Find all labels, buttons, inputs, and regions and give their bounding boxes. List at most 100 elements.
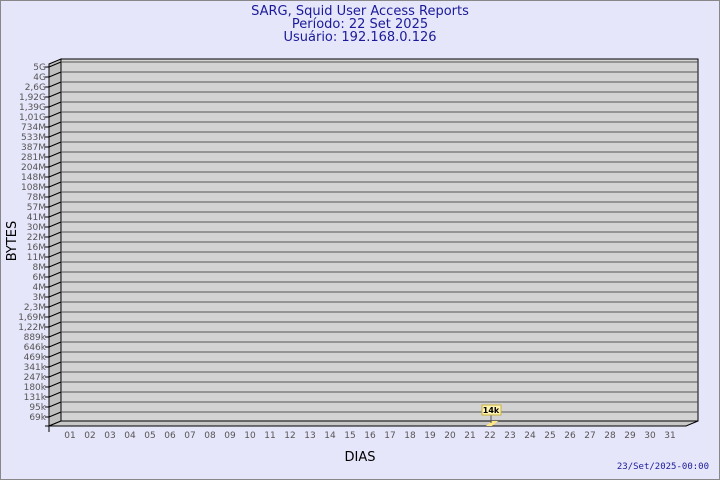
y-tick-label: 387M: [21, 143, 46, 153]
gridline-side: [48, 211, 62, 218]
x-tick-label: 25: [544, 431, 555, 441]
y-axis-label: BYTES: [5, 221, 20, 262]
gridline-side: [48, 371, 62, 378]
y-tick-label: 148M: [21, 173, 46, 183]
y-tick-label: 78M: [27, 193, 46, 203]
y-tick-label: 16M: [27, 243, 46, 253]
x-tick-label: 11: [264, 431, 275, 441]
gridline-side: [48, 141, 62, 148]
gridline-side: [48, 231, 62, 238]
gridline-side: [48, 271, 62, 278]
y-tick-label: 341k: [24, 363, 47, 373]
x-tick-label: 23: [504, 431, 515, 441]
floor: [48, 420, 699, 427]
y-tick-label: 1,92G: [19, 93, 46, 103]
gridline-side: [48, 351, 62, 358]
gridline-side: [48, 241, 62, 248]
y-tick-label: 734M: [21, 123, 46, 133]
y-tick-label: 22M: [27, 233, 46, 243]
gridline-side: [48, 91, 62, 98]
x-tick-label: 29: [624, 431, 636, 441]
y-tick-label: 1,22M: [18, 323, 46, 333]
gridline-side: [48, 391, 62, 398]
y-tick-label: 4M: [33, 283, 47, 293]
y-tick-label: 204M: [21, 163, 46, 173]
bar-label-box: [481, 404, 502, 416]
x-tick-label: 01: [64, 431, 75, 441]
y-tick-label: 108M: [21, 183, 46, 193]
gridline-side: [48, 361, 62, 368]
bar: [486, 421, 498, 426]
y-tick-label: 11M: [27, 253, 46, 263]
x-tick-label: 30: [644, 431, 656, 441]
gridline-side: [48, 151, 62, 158]
x-tick-label: 18: [404, 431, 416, 441]
x-tick-label: 14: [324, 431, 336, 441]
y-tick-label: 41M: [27, 213, 46, 223]
y-tick-label: 2,6G: [25, 83, 46, 93]
gridline-side: [48, 341, 62, 348]
bar-label: 14k: [483, 406, 500, 415]
y-tick-label: 131k: [24, 393, 47, 403]
y-tick-label: 1,01G: [19, 113, 46, 123]
gridline-side: [48, 101, 62, 108]
y-tick-label: 30M: [27, 223, 46, 233]
gridline-side: [48, 111, 62, 118]
x-tick-label: 04: [124, 431, 136, 441]
gridline-side: [48, 301, 62, 308]
x-tick-label: 13: [304, 431, 315, 441]
gridline-side: [48, 321, 62, 328]
x-tick-label: 05: [144, 431, 155, 441]
gridline-side: [48, 221, 62, 228]
y-tick-label: 1,39G: [19, 103, 46, 113]
x-tick-label: 21: [464, 431, 475, 441]
y-tick-label: 646k: [24, 343, 47, 353]
x-tick-label: 03: [104, 431, 115, 441]
y-tick-label: 533M: [21, 133, 46, 143]
chart-title: SARG, Squid User Access Reports: [251, 4, 469, 19]
y-tick-label: 6M: [33, 273, 47, 283]
x-tick-label: 24: [524, 431, 536, 441]
x-tick-label: 27: [584, 431, 595, 441]
gridline-side: [48, 411, 62, 418]
y-tick-label: 469k: [24, 353, 47, 363]
x-tick-label: 20: [444, 431, 456, 441]
gridline-side: [48, 71, 62, 78]
gridline-side: [48, 81, 62, 88]
x-tick-label: 10: [244, 431, 256, 441]
x-tick-label: 26: [564, 431, 576, 441]
generated-timestamp: 23/Set/2025-00:00: [616, 462, 709, 472]
x-tick-label: 15: [344, 431, 355, 441]
x-tick-label: 02: [84, 431, 95, 441]
gridline-side: [48, 381, 62, 388]
y-tick-label: 889k: [24, 333, 47, 343]
gridline-side: [48, 191, 62, 198]
gridline-side: [48, 201, 62, 208]
y-tick-label: 3M: [33, 293, 47, 303]
y-tick-label: 247k: [24, 373, 47, 383]
gridline-side: [48, 311, 62, 318]
y-tick-label: 1,69M: [18, 313, 46, 323]
x-tick-label: 28: [604, 431, 616, 441]
y-tick-label: 8M: [33, 263, 47, 273]
gridline-side: [48, 331, 62, 338]
x-tick-label: 31: [664, 431, 675, 441]
gridline-side: [48, 291, 62, 298]
y-tick-label: 180k: [24, 383, 47, 393]
y-tick-label: 4G: [33, 73, 46, 83]
x-tick-label: 08: [204, 431, 216, 441]
y-tick-label: 5G: [33, 63, 46, 73]
x-tick-label: 07: [184, 431, 195, 441]
y-tick-label: 69k: [29, 413, 46, 423]
y-tick-label: 57M: [27, 203, 46, 213]
x-tick-label: 22: [484, 431, 495, 441]
x-axis-label: DIAS: [345, 450, 376, 465]
x-tick-label: 19: [424, 431, 436, 441]
gridline-side: [48, 251, 62, 258]
y-tick-label: 2,3M: [24, 303, 46, 313]
gridline-side: [48, 131, 62, 138]
x-tick-label: 06: [164, 431, 176, 441]
chart-user: Usuário: 192.168.0.126: [283, 30, 437, 45]
gridline-side: [48, 181, 62, 188]
